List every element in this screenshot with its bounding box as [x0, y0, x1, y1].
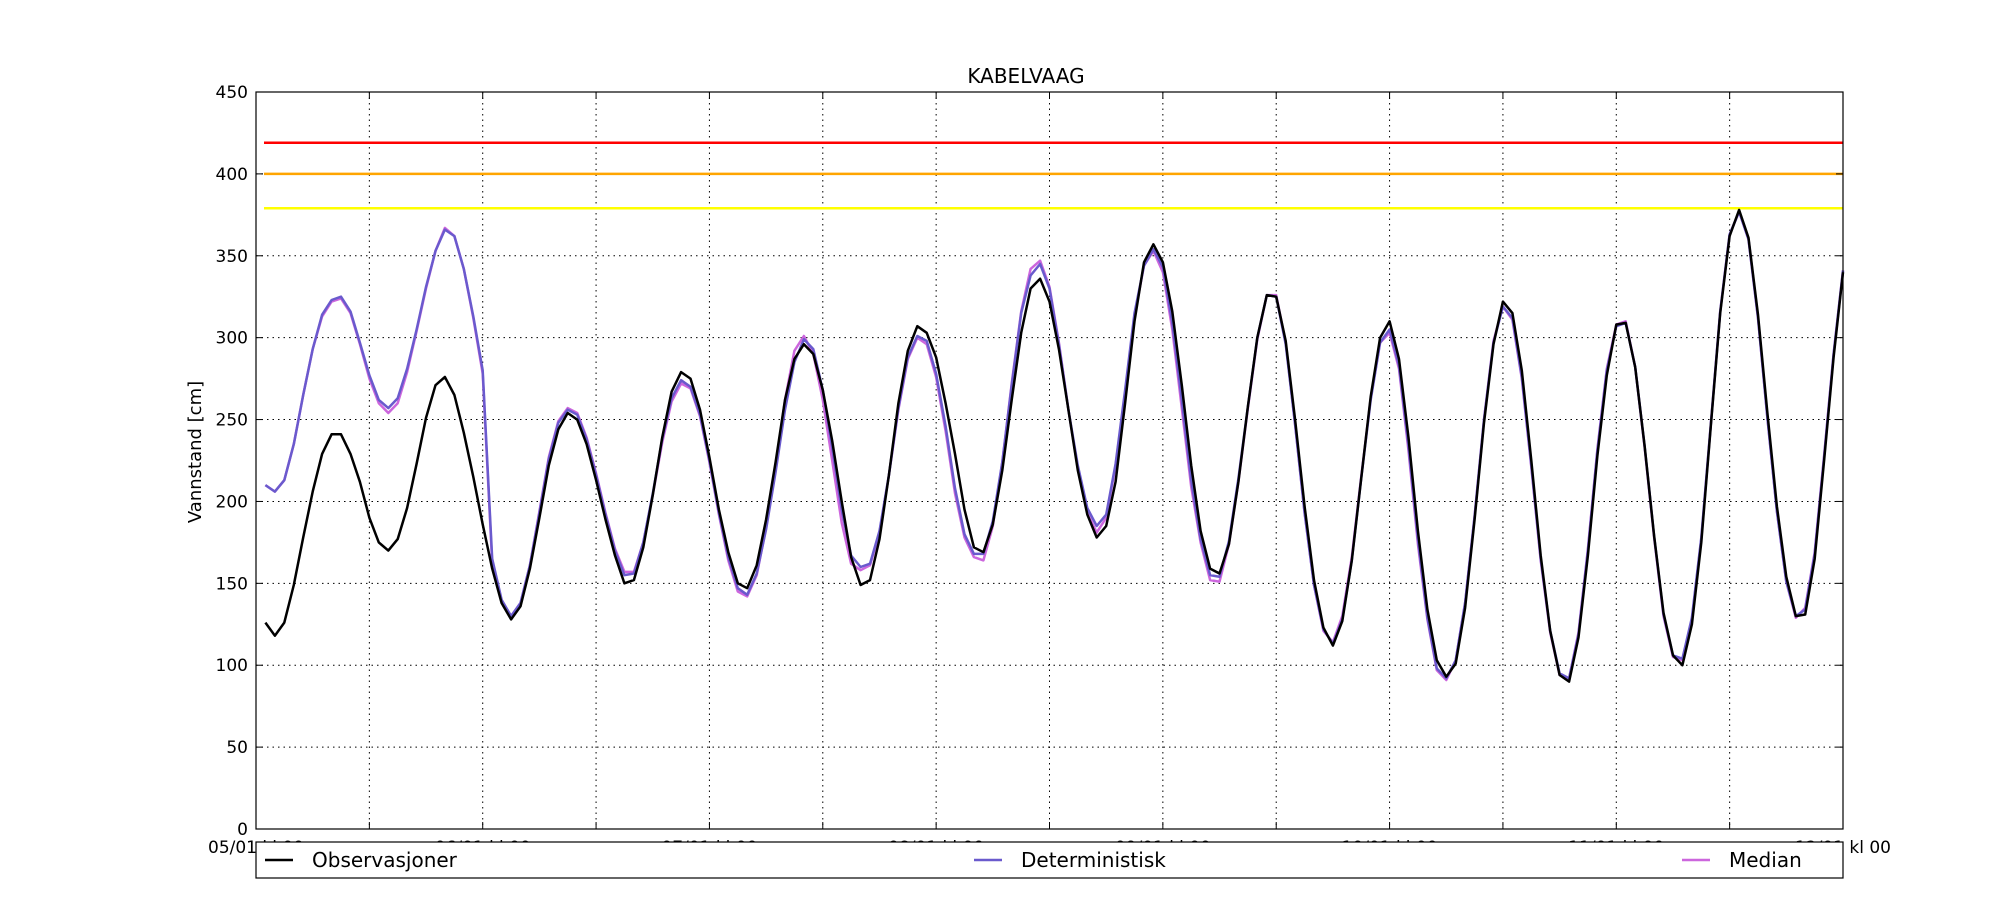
legend-label: Deterministisk	[1021, 848, 1166, 872]
y-tick-label: 300	[216, 329, 248, 349]
legend: Observasjoner Deterministisk Median	[255, 841, 1844, 879]
y-tick-label: 100	[216, 656, 248, 676]
legend-item-deterministisk: Deterministisk	[974, 848, 1166, 872]
y-tick-label: 400	[216, 165, 248, 185]
series-line-observasjoner	[264, 208, 1845, 683]
chart-title: KABELVAAG	[967, 64, 1084, 88]
legend-label: Observasjoner	[312, 848, 458, 872]
y-tick-label: 50	[226, 738, 248, 758]
grid	[256, 92, 1843, 829]
y-axis-label: Vannstand [cm]	[185, 381, 206, 523]
legend-item-median: Median	[1682, 848, 1802, 872]
y-tick-label: 200	[216, 492, 248, 512]
legend-item-observasjoner: Observasjoner	[265, 848, 458, 872]
series-lines	[264, 208, 1845, 683]
y-tick-label: 250	[216, 411, 248, 431]
y-tick-label: 0	[237, 820, 248, 840]
y-tick-label: 150	[216, 574, 248, 594]
legend-box	[255, 841, 1844, 879]
threshold-lines	[264, 141, 1843, 210]
legend-label: Median	[1729, 848, 1802, 872]
y-tick-labels: 0 50 100 150 200 250 300 350 400 450	[216, 83, 248, 840]
y-tick-label: 450	[216, 83, 248, 103]
axes	[255, 91, 1844, 830]
y-tick-label: 350	[216, 247, 248, 267]
